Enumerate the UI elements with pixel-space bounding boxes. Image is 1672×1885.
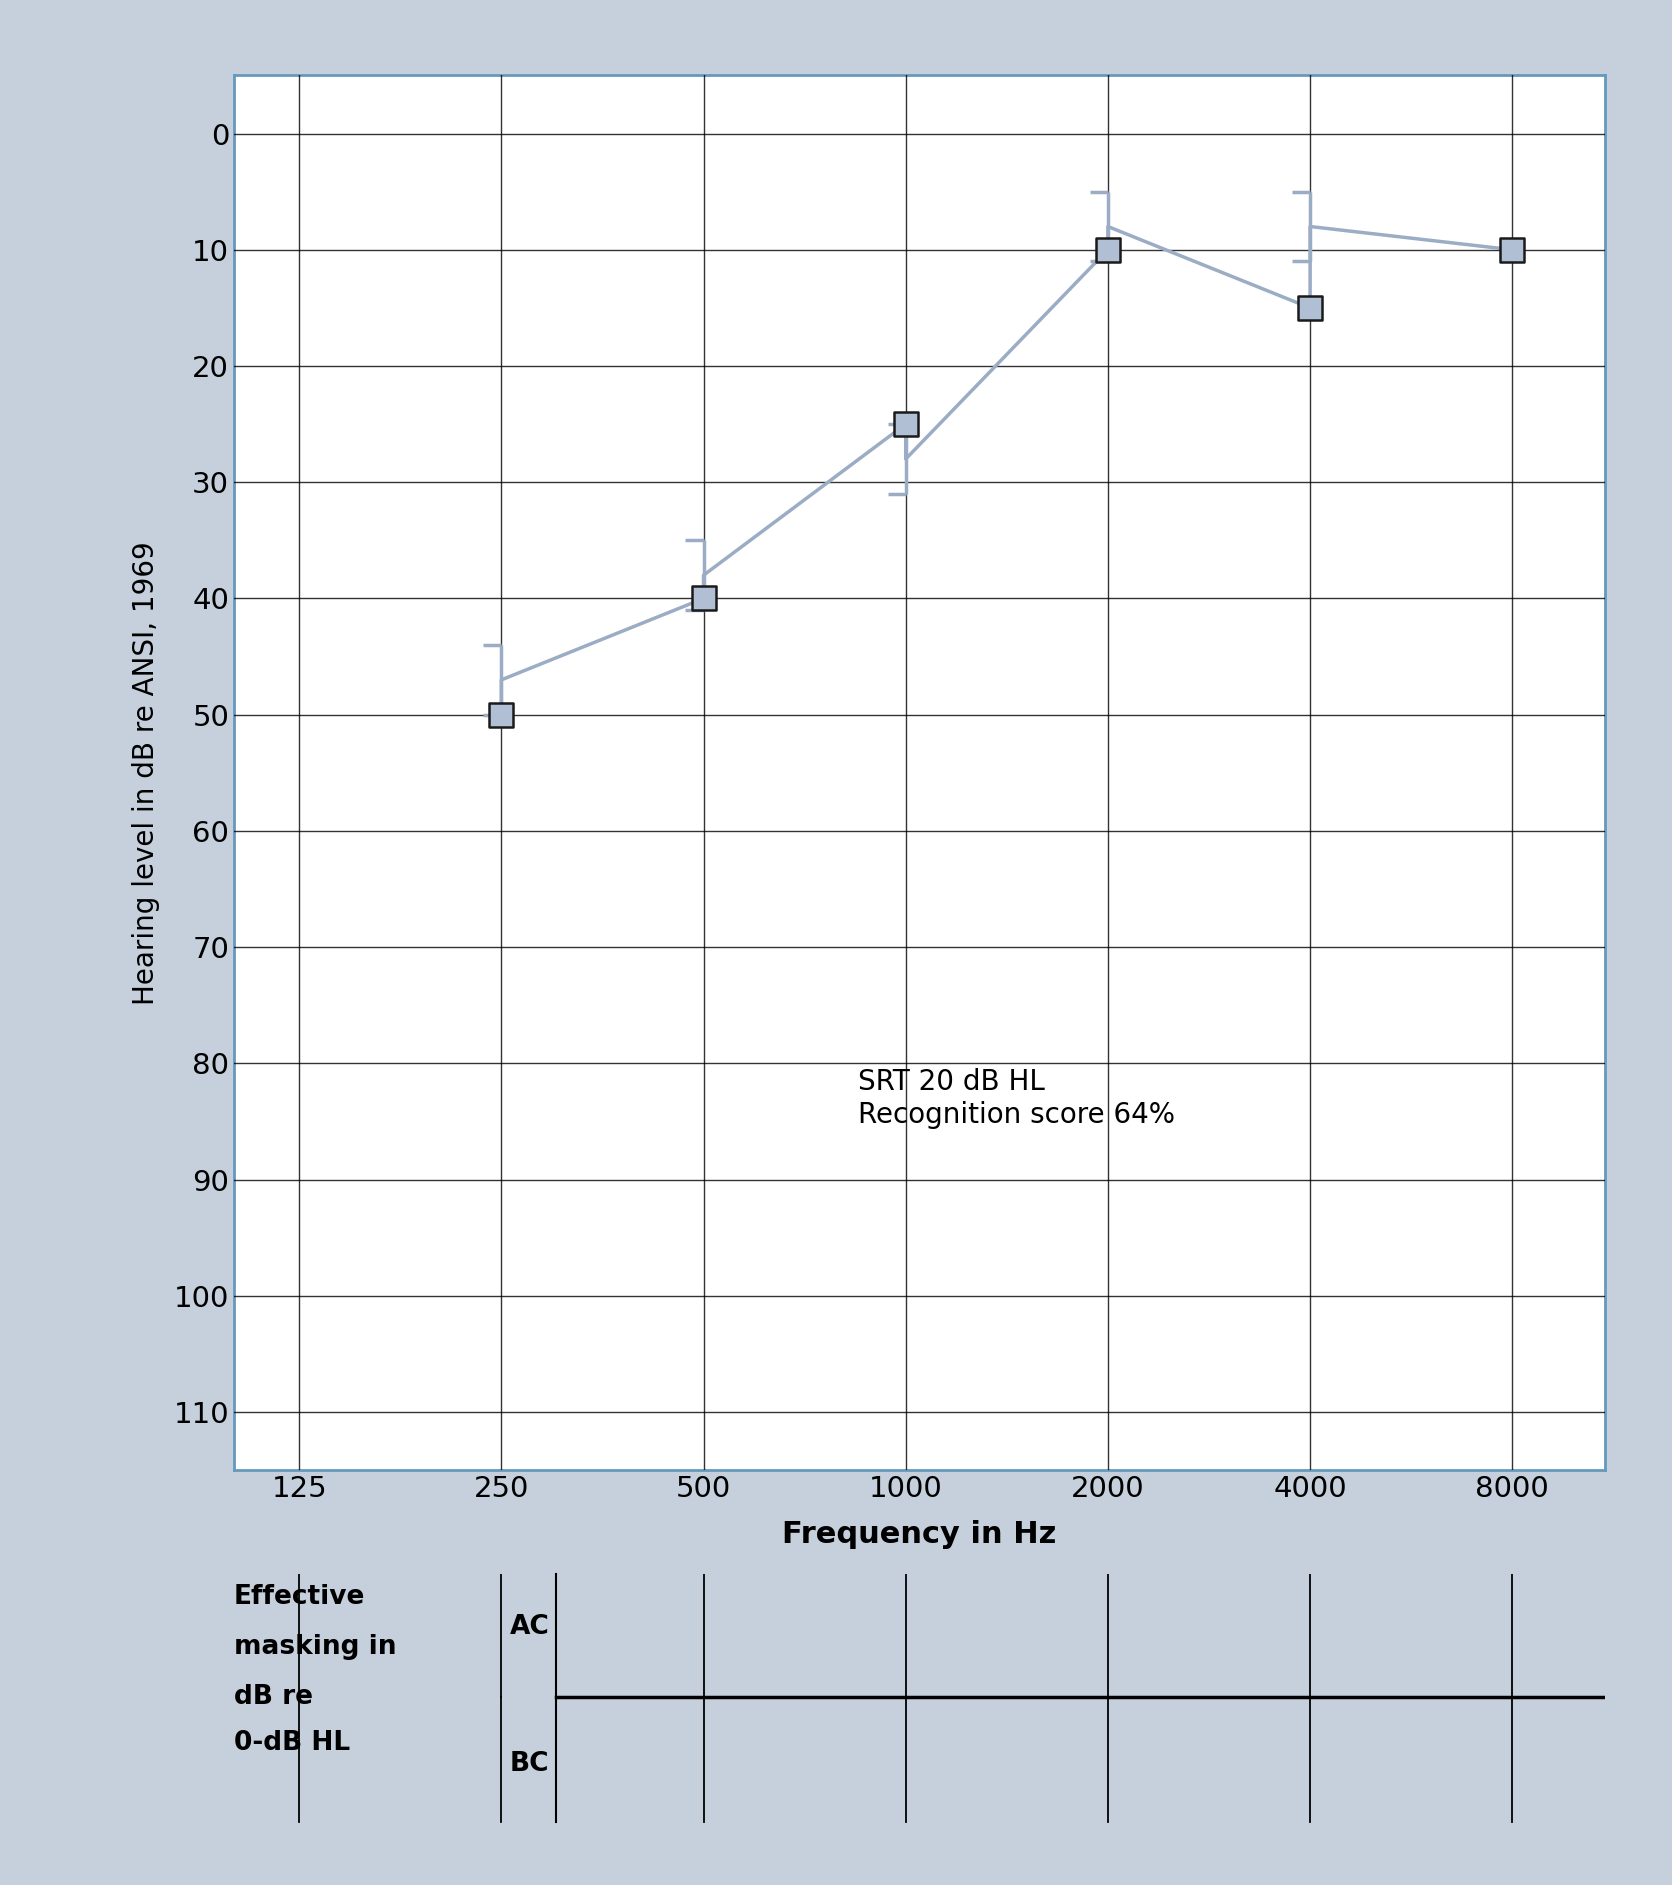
Text: Effective: Effective bbox=[234, 1585, 366, 1610]
Point bbox=[893, 409, 920, 439]
Text: AC: AC bbox=[510, 1614, 550, 1640]
Text: BC: BC bbox=[510, 1751, 550, 1778]
Text: 0-dB HL: 0-dB HL bbox=[234, 1730, 349, 1757]
Text: dB re: dB re bbox=[234, 1683, 313, 1710]
Point bbox=[1095, 234, 1122, 264]
Point bbox=[1297, 292, 1324, 322]
Y-axis label: Hearing level in dB re ANSI, 1969: Hearing level in dB re ANSI, 1969 bbox=[132, 541, 161, 1005]
X-axis label: Frequency in Hz: Frequency in Hz bbox=[782, 1519, 1057, 1549]
Text: masking in: masking in bbox=[234, 1634, 396, 1661]
Text: SRT 20 dB HL
Recognition score 64%: SRT 20 dB HL Recognition score 64% bbox=[858, 1069, 1175, 1129]
Point bbox=[488, 699, 515, 729]
Point bbox=[691, 584, 717, 615]
Point bbox=[1498, 234, 1525, 264]
